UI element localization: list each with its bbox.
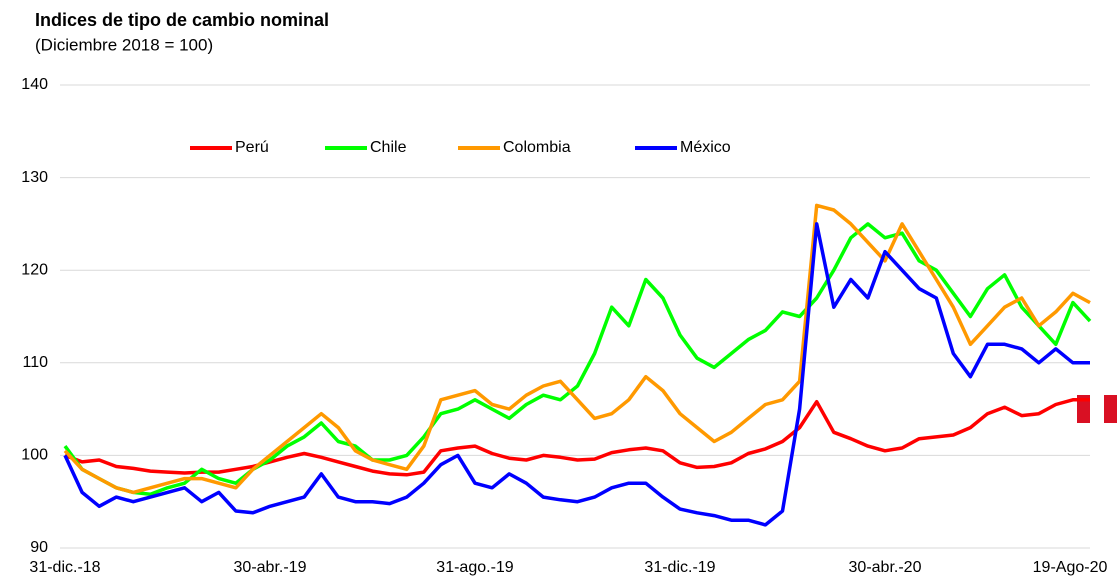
x-tick-label: 30-abr.-19 <box>234 559 307 576</box>
x-tick-label: 31-dic.-19 <box>644 559 715 576</box>
x-tick-label: 19-Ago-20 <box>1033 559 1108 576</box>
series-line <box>64 398 1090 477</box>
legend-label: Colombia <box>503 139 571 156</box>
series-line <box>63 222 1092 497</box>
x-tick-label: 31-dic.-18 <box>29 559 100 576</box>
legend-label: Chile <box>370 139 407 156</box>
y-tick-label: 120 <box>21 261 48 278</box>
series-line <box>63 222 1090 527</box>
y-tick-label: 130 <box>21 169 48 186</box>
y-tick-label: 100 <box>21 447 48 464</box>
x-tick-label: 30-abr.-20 <box>849 559 922 576</box>
y-tick-label: 140 <box>21 76 48 93</box>
legend-label: Perú <box>235 139 269 156</box>
legend-label: México <box>680 139 731 156</box>
flag-decoration <box>1077 395 1117 423</box>
chart-subtitle: (Diciembre 2018 = 100) <box>35 35 213 54</box>
y-tick-label: 90 <box>30 539 48 556</box>
chart-title: Indices de tipo de cambio nominal <box>35 10 329 30</box>
x-tick-label: 31-ago.-19 <box>436 559 513 576</box>
series-line <box>63 203 1091 495</box>
y-tick-label: 110 <box>22 354 48 371</box>
